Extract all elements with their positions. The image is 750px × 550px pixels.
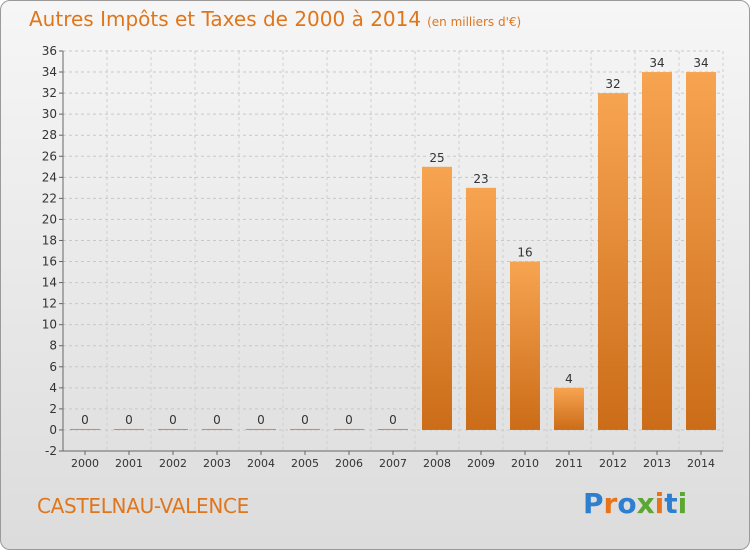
x-tick-label: 2003 [203,457,231,470]
bar-value-label: 32 [605,77,620,91]
bar-value-label: 34 [693,56,708,70]
x-tick-label: 2000 [71,457,99,470]
bar [422,166,452,430]
x-tick-label: 2007 [379,457,407,470]
bar [466,187,496,430]
bar-value-label: 0 [81,413,89,427]
bar [642,72,672,430]
x-tick-label: 2001 [115,457,143,470]
chart-title: Autres Impôts et Taxes de 2000 à 2014 (en… [29,7,521,31]
y-tick-label: 10 [42,318,57,332]
y-tick-label: -2 [45,444,57,458]
y-tick-label: 32 [42,86,57,100]
bar-value-label: 25 [429,151,444,165]
x-tick-label: 2006 [335,457,363,470]
y-tick-label: 20 [42,212,57,226]
x-tick-label: 2014 [687,457,715,470]
proxiti-logo: Proxiti [583,487,687,520]
bar-value-label: 0 [389,413,397,427]
bar-value-label: 0 [213,413,221,427]
y-tick-label: 16 [42,255,57,269]
x-tick-label: 2008 [423,457,451,470]
y-tick-label: 14 [42,276,57,290]
y-tick-label: 24 [42,170,57,184]
y-tick-label: 22 [42,191,57,205]
bar [202,428,232,430]
bar-value-label: 0 [301,413,309,427]
y-tick-label: 30 [42,107,57,121]
logo-letter: i [677,487,688,520]
bar [246,428,276,430]
x-tick-label: 2012 [599,457,627,470]
bar-value-label: 0 [345,413,353,427]
y-tick-label: 18 [42,233,57,247]
bar [334,428,364,430]
bar [290,428,320,430]
bar-value-label: 16 [517,246,532,260]
bar [686,72,716,430]
logo-letter: r [603,487,618,520]
x-tick-label: 2004 [247,457,275,470]
y-tick-label: 28 [42,128,57,142]
place-name: CASTELNAU-VALENCE [37,494,249,518]
bar-value-label: 4 [565,372,573,386]
logo-letter: t [664,487,678,520]
bar-value-label: 0 [257,413,265,427]
y-tick-label: 36 [42,44,57,58]
logo-letter: o [617,487,637,520]
x-tick-label: 2010 [511,457,539,470]
y-tick-label: 12 [42,297,57,311]
bar-value-label: 0 [169,413,177,427]
bar [114,428,144,430]
y-tick-label: 8 [49,339,57,353]
bar [598,93,628,430]
chart-subtitle: (en milliers d'€) [427,15,522,29]
bar-value-label: 0 [125,413,133,427]
y-tick-label: 34 [42,65,57,79]
x-tick-label: 2002 [159,457,187,470]
bar [158,428,188,430]
x-tick-label: 2013 [643,457,671,470]
bar [378,428,408,430]
chart-title-text: Autres Impôts et Taxes de 2000 à 2014 [29,7,422,31]
bar [554,387,584,430]
logo-letter: P [583,487,604,520]
bar-value-label: 34 [649,56,664,70]
bar [510,261,540,430]
bar-value-label: 23 [473,172,488,186]
logo-letter: i [654,487,665,520]
y-tick-label: 26 [42,149,57,163]
logo-letter: x [636,487,655,520]
x-tick-label: 2009 [467,457,495,470]
y-tick-label: 4 [49,381,57,395]
y-tick-label: 6 [49,360,57,374]
y-tick-label: 0 [49,423,57,437]
y-tick-label: 2 [49,402,57,416]
x-tick-label: 2011 [555,457,583,470]
x-tick-label: 2005 [291,457,319,470]
bar [70,428,100,430]
